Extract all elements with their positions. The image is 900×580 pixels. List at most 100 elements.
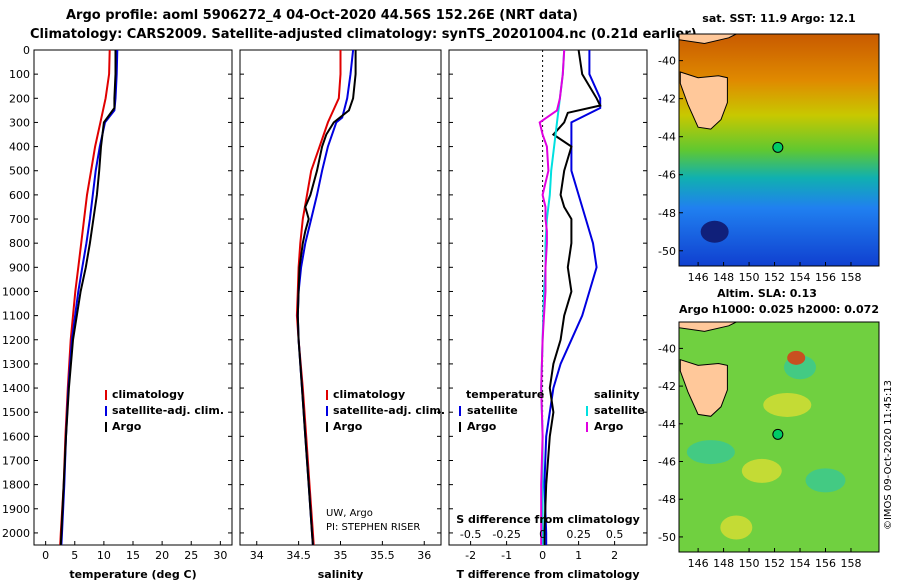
- lat-tick-label: -46: [658, 169, 676, 182]
- y-tick-label: 0: [23, 44, 30, 57]
- credit-label: ©IMOS 09-Oct-2020 11:45:13: [883, 380, 894, 530]
- legend-label: Argo: [467, 420, 497, 433]
- panel-frame-2: [448, 49, 648, 546]
- top-tick-label: 0.5: [606, 528, 624, 541]
- x-tick-label: 35: [334, 549, 348, 562]
- y-tick-label: 2000: [2, 527, 30, 540]
- map-title: Argo h1000: 0.025 h2000: 0.072: [679, 303, 879, 316]
- series-line-temperature-satellite: [543, 50, 602, 545]
- legend-label: satellite: [467, 404, 518, 417]
- series-line-climatology: [59, 49, 111, 546]
- sla-anomaly: [720, 515, 753, 540]
- x-tick-label: 0: [42, 549, 49, 562]
- legend-label: Argo: [594, 420, 624, 433]
- map-sla: [678, 321, 880, 553]
- y-tick-label: 800: [9, 237, 30, 250]
- series-line-argo: [59, 50, 117, 546]
- argo-position-marker: [772, 428, 784, 440]
- x-tick-label: -2: [465, 549, 476, 562]
- lon-tick-label: 154: [790, 271, 811, 284]
- y-tick-label: 1700: [2, 454, 30, 467]
- legend-label: satellite-adj. clim.: [333, 404, 445, 417]
- lat-tick-label: -48: [658, 207, 676, 220]
- lon-tick-label: 152: [764, 557, 785, 570]
- lon-tick-label: 154: [790, 557, 811, 570]
- lon-tick-label: 146: [688, 557, 709, 570]
- tasmania-land: [679, 359, 728, 417]
- panel-frame-1: [239, 49, 442, 546]
- y-tick-label: 1900: [2, 503, 30, 516]
- lon-tick-label: 156: [815, 271, 836, 284]
- lon-tick-label: 146: [688, 271, 709, 284]
- lon-tick-label: 158: [840, 271, 861, 284]
- y-tick-label: 100: [9, 68, 30, 81]
- y-tick-label: 900: [9, 261, 30, 274]
- x-tick-label: 34.5: [286, 549, 311, 562]
- x-tick-label: 25: [184, 549, 198, 562]
- y-tick-label: 600: [9, 189, 30, 202]
- sla-anomaly-high: [787, 350, 806, 365]
- lat-tick-label: -44: [658, 418, 676, 431]
- legend-label: Argo: [112, 420, 142, 433]
- top-tick-label: 0: [539, 528, 546, 541]
- sla-anomaly: [686, 440, 735, 465]
- argo-position-marker: [772, 141, 784, 153]
- x-tick-label: 2: [611, 549, 618, 562]
- y-tick-label: 1300: [2, 358, 30, 371]
- pi-annotation: PI: STEPHEN RISER: [326, 522, 420, 533]
- series-line-satellite-adj--clim-: [296, 49, 355, 546]
- y-tick-label: 1100: [2, 310, 30, 323]
- x-tick-label: 20: [155, 549, 169, 562]
- legend-label: Argo: [333, 420, 363, 433]
- map-title: Altim. SLA: 0.13: [717, 287, 817, 300]
- y-tick-label: 1500: [2, 406, 30, 419]
- legend-title: salinity: [594, 388, 640, 401]
- lon-tick-label: 152: [764, 271, 785, 284]
- y-tick-label: 300: [9, 116, 30, 129]
- lon-tick-label: 150: [739, 557, 760, 570]
- sla-anomaly: [763, 392, 812, 417]
- y-tick-label: 400: [9, 141, 30, 154]
- y-tick-label: 1800: [2, 479, 30, 492]
- pi-annotation: UW, Argo: [326, 508, 373, 519]
- x-tick-label: 1: [575, 549, 582, 562]
- legend-label: satellite-adj. clim.: [112, 404, 224, 417]
- lon-tick-label: 148: [713, 557, 734, 570]
- map-sst: [678, 33, 880, 267]
- top-tick-label: -0.25: [492, 528, 520, 541]
- lat-tick-label: -50: [658, 245, 676, 258]
- x-axis-label: temperature (deg C): [69, 568, 196, 580]
- x-tick-label: 5: [71, 549, 78, 562]
- y-tick-label: 1200: [2, 334, 30, 347]
- series-line-climatology: [295, 50, 342, 546]
- sla-anomaly: [805, 468, 846, 493]
- top-tick-label: -0.5: [460, 528, 481, 541]
- lat-tick-label: -40: [658, 342, 676, 355]
- x-tick-label: 35.5: [370, 549, 395, 562]
- lon-tick-label: 148: [713, 271, 734, 284]
- lat-tick-label: -44: [658, 131, 676, 144]
- figure-title-line2: Climatology: CARS2009. Satellite-adjuste…: [30, 27, 697, 42]
- lon-tick-label: 158: [840, 557, 861, 570]
- x-tick-label: 34: [250, 549, 264, 562]
- lat-tick-label: -42: [658, 380, 676, 393]
- sla-anomaly: [741, 458, 782, 483]
- x-tick-label: -1: [501, 549, 512, 562]
- legend-label: climatology: [333, 388, 405, 401]
- map-frame: [678, 33, 880, 267]
- tasmania-land: [679, 71, 728, 130]
- lat-tick-label: -42: [658, 93, 676, 106]
- series-line-temperature-argo: [543, 49, 602, 545]
- y-tick-label: 1600: [2, 430, 30, 443]
- x-tick-label: 10: [97, 549, 111, 562]
- map-title: sat. SST: 11.9 Argo: 12.1: [702, 12, 855, 25]
- x-tick-label: 0: [539, 549, 546, 562]
- lat-tick-label: -46: [658, 456, 676, 469]
- lat-tick-label: -50: [658, 531, 676, 544]
- legend-label: satellite: [594, 404, 645, 417]
- top-tick-label: 0.25: [566, 528, 591, 541]
- x-axis-label: T difference from climatology: [456, 568, 639, 580]
- x-tick-label: 30: [213, 549, 227, 562]
